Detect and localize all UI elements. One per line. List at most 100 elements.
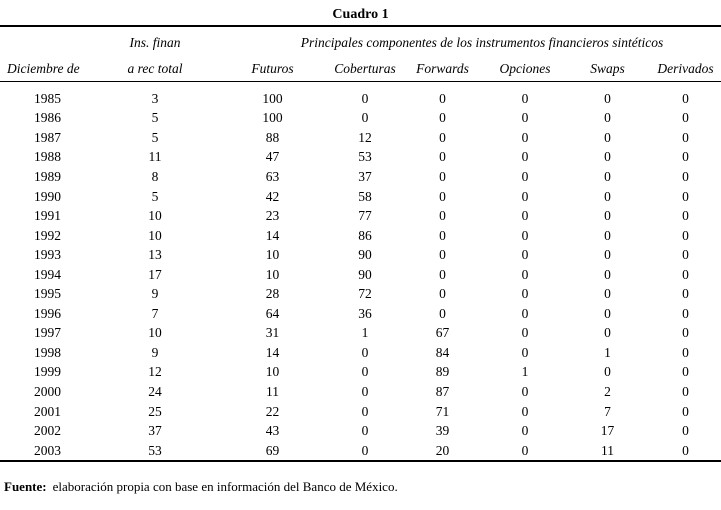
value-cell: 0 (521, 305, 529, 321)
value-cell: 9 (151, 344, 159, 360)
source-label: Fuente: (4, 479, 47, 495)
value-cell: 0 (604, 208, 611, 224)
value-cell: 43 (265, 423, 280, 439)
value-cell: 22 (265, 403, 280, 419)
year-cell: 1988 (34, 149, 61, 165)
year-cell: 1990 (34, 188, 61, 204)
value-cell: 7 (604, 403, 611, 419)
value-cell: 24 (148, 383, 162, 399)
value-cell: 0 (521, 403, 529, 419)
value-cell: 72 (358, 286, 372, 302)
value-cell: 0 (439, 129, 446, 145)
value-cell: 11 (601, 442, 614, 458)
column-header-ins-finan-line1: Ins. finan (129, 35, 181, 50)
value-cell: 9 (151, 286, 159, 302)
value-cell: 67 (435, 325, 450, 341)
value-cell: 53 (148, 442, 162, 458)
value-cell: 0 (604, 168, 611, 184)
value-cell: 2 (604, 383, 611, 399)
table-row: 1990 5 42 58 0 0 0 0 (0, 187, 721, 207)
table-row: 1992 10 14 86 0 0 0 0 (0, 226, 721, 246)
value-cell: 47 (265, 149, 280, 165)
value-cell: 88 (265, 129, 280, 145)
value-cell: 0 (521, 442, 529, 458)
header-row-bottom: Diciembre de a rec total Futuros Cobertu… (0, 51, 721, 82)
value-cell: 0 (682, 305, 689, 321)
year-cell: 1993 (34, 247, 61, 263)
value-cell: 14 (265, 227, 280, 243)
value-cell: 0 (604, 110, 611, 126)
value-cell: 37 (148, 423, 162, 439)
value-cell: 0 (439, 286, 446, 302)
table-row: 1999 12 10 0 89 1 0 0 (0, 363, 721, 383)
value-cell: 17 (600, 423, 615, 439)
value-cell: 0 (682, 266, 689, 282)
value-cell: 0 (439, 266, 446, 282)
year-cell: 1987 (34, 129, 61, 145)
table-row: 2000 24 11 0 87 0 2 0 (0, 382, 721, 402)
value-cell: 0 (361, 403, 369, 419)
value-cell: 0 (521, 423, 529, 439)
value-cell: 0 (604, 90, 611, 106)
table-row: 1998 9 14 0 84 0 1 0 (0, 343, 721, 363)
value-cell: 53 (358, 149, 372, 165)
value-cell: 11 (148, 149, 162, 165)
value-cell: 0 (682, 423, 689, 439)
value-cell: 0 (361, 344, 369, 360)
year-cell: 1999 (34, 364, 61, 380)
year-cell: 1985 (34, 90, 61, 106)
source-text: elaboración propia con base en informaci… (52, 479, 398, 495)
value-cell: 0 (682, 188, 689, 204)
table-row: 1985 3 100 0 0 0 0 0 (0, 82, 721, 109)
value-cell: 0 (439, 208, 446, 224)
value-cell: 0 (521, 129, 529, 145)
value-cell: 0 (682, 227, 689, 243)
value-cell: 0 (521, 168, 529, 184)
value-cell: 77 (358, 208, 372, 224)
value-cell: 0 (521, 208, 529, 224)
value-cell: 0 (682, 208, 689, 224)
data-table: Ins. finan Principales componentes de lo… (0, 25, 721, 463)
year-cell: 1996 (34, 305, 61, 321)
value-cell: 1 (361, 325, 369, 341)
value-cell: 5 (151, 188, 159, 204)
value-cell: 0 (604, 247, 611, 263)
value-cell: 10 (265, 247, 280, 263)
value-cell: 0 (604, 305, 611, 321)
year-cell: 1986 (34, 110, 61, 126)
table-row: 2002 37 43 0 39 0 17 0 (0, 421, 721, 441)
value-cell: 0 (682, 129, 689, 145)
year-cell: 1998 (34, 344, 61, 360)
value-cell: 0 (604, 286, 611, 302)
value-cell: 12 (358, 129, 372, 145)
value-cell: 5 (151, 110, 159, 126)
value-cell: 0 (521, 247, 529, 263)
value-cell: 0 (361, 110, 369, 126)
table-row: 2003 53 69 0 20 0 11 0 (0, 441, 721, 462)
value-cell: 0 (361, 383, 369, 399)
value-cell: 12 (148, 364, 162, 380)
table-row: 1996 7 64 36 0 0 0 0 (0, 304, 721, 324)
value-cell: 87 (435, 383, 450, 399)
source-note: Fuente: elaboración propia con base en in… (0, 479, 721, 495)
value-cell: 37 (358, 168, 372, 184)
value-cell: 0 (361, 90, 369, 106)
value-cell: 3 (151, 90, 159, 106)
value-cell: 42 (265, 188, 280, 204)
value-cell: 0 (521, 286, 529, 302)
column-header-futuros: Futuros (215, 51, 330, 82)
value-cell: 10 (148, 227, 162, 243)
value-cell: 0 (521, 90, 529, 106)
value-cell: 0 (604, 325, 611, 341)
group-header: Principales componentes de los instrumen… (300, 35, 664, 50)
year-cell: 1995 (34, 286, 61, 302)
value-cell: 0 (361, 442, 369, 458)
value-cell: 69 (265, 442, 280, 458)
value-cell: 0 (682, 90, 689, 106)
value-cell: 0 (682, 168, 689, 184)
column-header-opciones: Opciones (485, 51, 565, 82)
value-cell: 0 (521, 110, 529, 126)
column-header-coberturas: Coberturas (330, 51, 400, 82)
value-cell: 0 (682, 403, 689, 419)
table-row: 1987 5 88 12 0 0 0 0 (0, 128, 721, 148)
